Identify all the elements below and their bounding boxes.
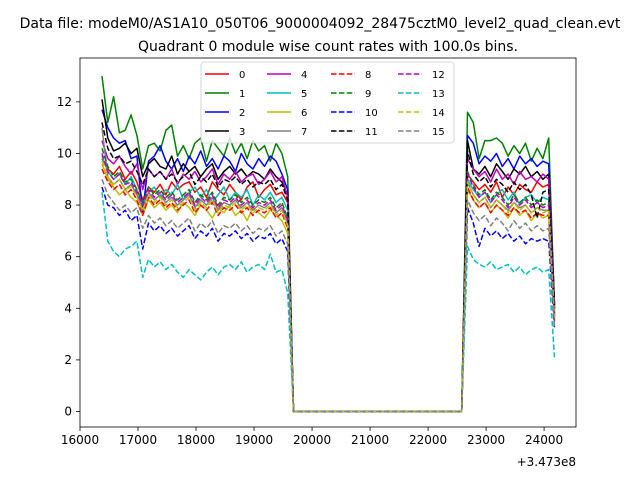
series-line-2 [101, 109, 556, 413]
series-layer [101, 76, 556, 413]
x-tick-label: 23000 [467, 433, 505, 447]
y-tick-label: 8 [64, 198, 72, 212]
legend-label-6: 6 [301, 108, 307, 119]
legend-label-15: 15 [432, 127, 445, 138]
x-tick-label: 17000 [119, 433, 157, 447]
legend-label-7: 7 [301, 127, 307, 138]
x-tick-label: 19000 [235, 433, 273, 447]
legend-label-5: 5 [301, 89, 307, 100]
x-axis: 16000 17000 18000 19000 20000 21000 22000 23000… [61, 427, 563, 447]
y-tick-label: 12 [57, 95, 72, 109]
legend-label-11: 11 [365, 127, 378, 138]
series-line-3 [101, 99, 556, 413]
series-line-14 [101, 160, 556, 413]
legend-label-9: 9 [365, 89, 371, 100]
legend-label-4: 4 [301, 70, 307, 81]
series-line-15 [101, 179, 556, 413]
series-line-13 [101, 192, 556, 413]
y-tick-label: 6 [64, 250, 72, 264]
y-tick-label: 2 [64, 353, 72, 367]
legend-label-10: 10 [365, 108, 378, 119]
legend-label-12: 12 [432, 70, 445, 81]
chart-title: Quadrant 0 module wise count rates with … [138, 39, 518, 55]
legend-box [200, 61, 455, 144]
y-tick-label: 4 [64, 301, 72, 315]
legend-label-14: 14 [432, 108, 445, 119]
series-line-8 [101, 168, 556, 413]
legend-label-3: 3 [239, 127, 245, 138]
legend-label-8: 8 [365, 70, 371, 81]
series-line-10 [101, 186, 556, 413]
y-axis: 0 2 4 6 8 10 12 [57, 95, 80, 419]
series-line-9 [101, 148, 556, 413]
legend-label-1: 1 [239, 89, 245, 100]
plot-area-frame [79, 57, 577, 428]
legend-label-0: 0 [239, 70, 245, 81]
figure-suptitle: Data file: modeM0/AS1A10_050T06_90000040… [20, 16, 621, 32]
x-tick-label: 16000 [61, 433, 99, 447]
x-tick-label: 21000 [351, 433, 389, 447]
legend-label-2: 2 [239, 108, 245, 119]
x-tick-label: 18000 [177, 433, 215, 447]
y-tick-label: 10 [57, 146, 72, 160]
legend-label-13: 13 [432, 89, 445, 100]
y-tick-label: 0 [64, 405, 72, 419]
x-tick-label: 20000 [293, 433, 331, 447]
x-tick-label: 22000 [409, 433, 447, 447]
x-offset-label: +3.473e8 [517, 455, 576, 469]
x-tick-label: 24000 [525, 433, 563, 447]
